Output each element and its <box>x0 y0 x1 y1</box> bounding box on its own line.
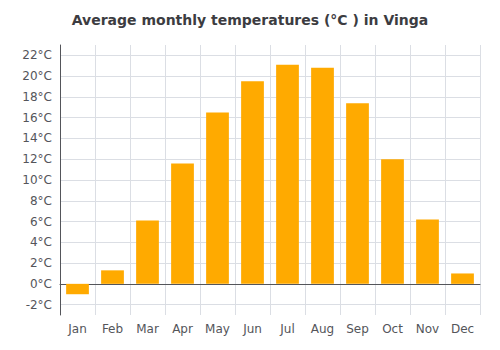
svg-text:Nov: Nov <box>416 322 439 336</box>
svg-text:Aug: Aug <box>311 322 334 336</box>
svg-text:20°C: 20°C <box>22 69 52 83</box>
svg-text:8°C: 8°C <box>30 194 52 208</box>
svg-text:10°C: 10°C <box>22 173 52 187</box>
svg-text:6°C: 6°C <box>30 215 52 229</box>
svg-text:18°C: 18°C <box>22 90 52 104</box>
svg-text:Oct: Oct <box>382 322 403 336</box>
svg-text:14°C: 14°C <box>22 131 52 145</box>
svg-text:Mar: Mar <box>136 322 159 336</box>
svg-text:Average monthly temperatures (: Average monthly temperatures (°C ) in Vi… <box>72 12 429 28</box>
svg-text:Feb: Feb <box>102 322 123 336</box>
svg-text:Jul: Jul <box>279 322 294 336</box>
svg-text:Dec: Dec <box>451 322 474 336</box>
svg-text:May: May <box>205 322 230 336</box>
svg-text:4°C: 4°C <box>30 235 52 249</box>
svg-text:2°C: 2°C <box>30 256 52 270</box>
svg-text:0°C: 0°C <box>30 277 52 291</box>
svg-text:Jun: Jun <box>242 322 262 336</box>
svg-text:12°C: 12°C <box>22 152 52 166</box>
svg-text:Jan: Jan <box>67 322 87 336</box>
svg-text:Apr: Apr <box>172 322 193 336</box>
svg-text:-2°C: -2°C <box>26 298 52 312</box>
svg-text:Sep: Sep <box>346 322 369 336</box>
svg-text:16°C: 16°C <box>22 111 52 125</box>
svg-text:22°C: 22°C <box>22 48 52 62</box>
